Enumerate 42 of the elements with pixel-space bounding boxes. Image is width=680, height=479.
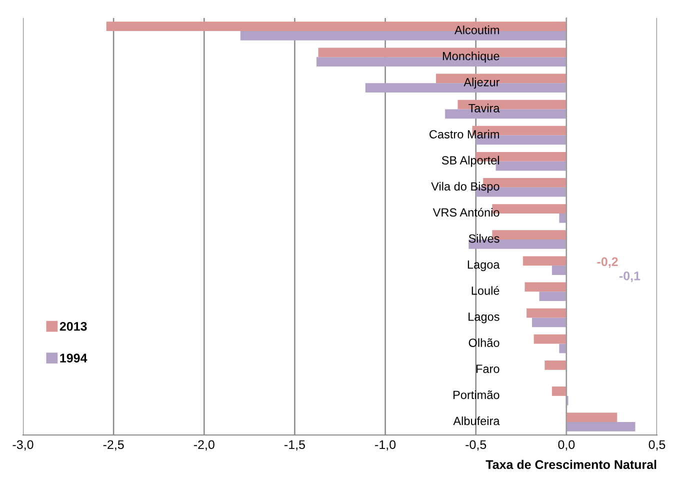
y-tick-label: Tavira [468,104,500,112]
legend-label: 2013 [60,322,87,331]
bar [559,344,566,354]
bar [532,318,566,328]
y-tick-label: SB Alportel [442,156,499,167]
y-tick-label: Faro [476,364,500,374]
bar [534,334,566,344]
x-tick-label: -2,5 [103,440,124,451]
y-tick-label: Silves [468,234,500,243]
annotation: -0,2 [597,257,618,268]
legend-label: 1994 [60,354,88,363]
y-tick-label: Alcoutim [454,26,499,34]
bar [539,292,566,302]
x-tick-label: 0,5 [648,440,666,451]
x-tick-label: -0,5 [466,440,486,451]
bar [552,386,566,396]
y-tick-label: Lagoa [468,260,500,272]
x-tick-label: -1,5 [284,440,305,451]
x-axis-title: Taxa de Crescimento Natural [486,460,656,470]
y-tick-label: Portimão [453,390,500,400]
bar [544,360,566,370]
x-tick-label: -3,0 [12,440,34,451]
y-tick-label: Olhão [468,338,500,347]
y-tick-label: Lagos [468,312,500,324]
y-tick-label: Loulé [472,286,500,295]
x-tick-label: -1,0 [375,440,396,451]
bar [559,213,566,223]
y-tick-label: Albufeira [453,416,500,426]
annotation: -0,1 [619,271,640,282]
bar [522,256,566,266]
y-tick-label: Monchique [442,52,500,63]
y-tick-label: Castro Marim [430,130,499,138]
y-tick-label: VRS António [432,208,500,217]
bar [552,266,566,275]
y-tick-label: Aljezur [464,78,500,89]
bar [566,412,618,422]
bar [526,308,566,318]
bar [566,422,636,432]
bar [524,282,566,292]
x-tick-label: -2,0 [194,440,214,451]
y-tick-label: Vila do Bispo [431,182,500,193]
x-tick-label: 0,0 [558,440,575,451]
